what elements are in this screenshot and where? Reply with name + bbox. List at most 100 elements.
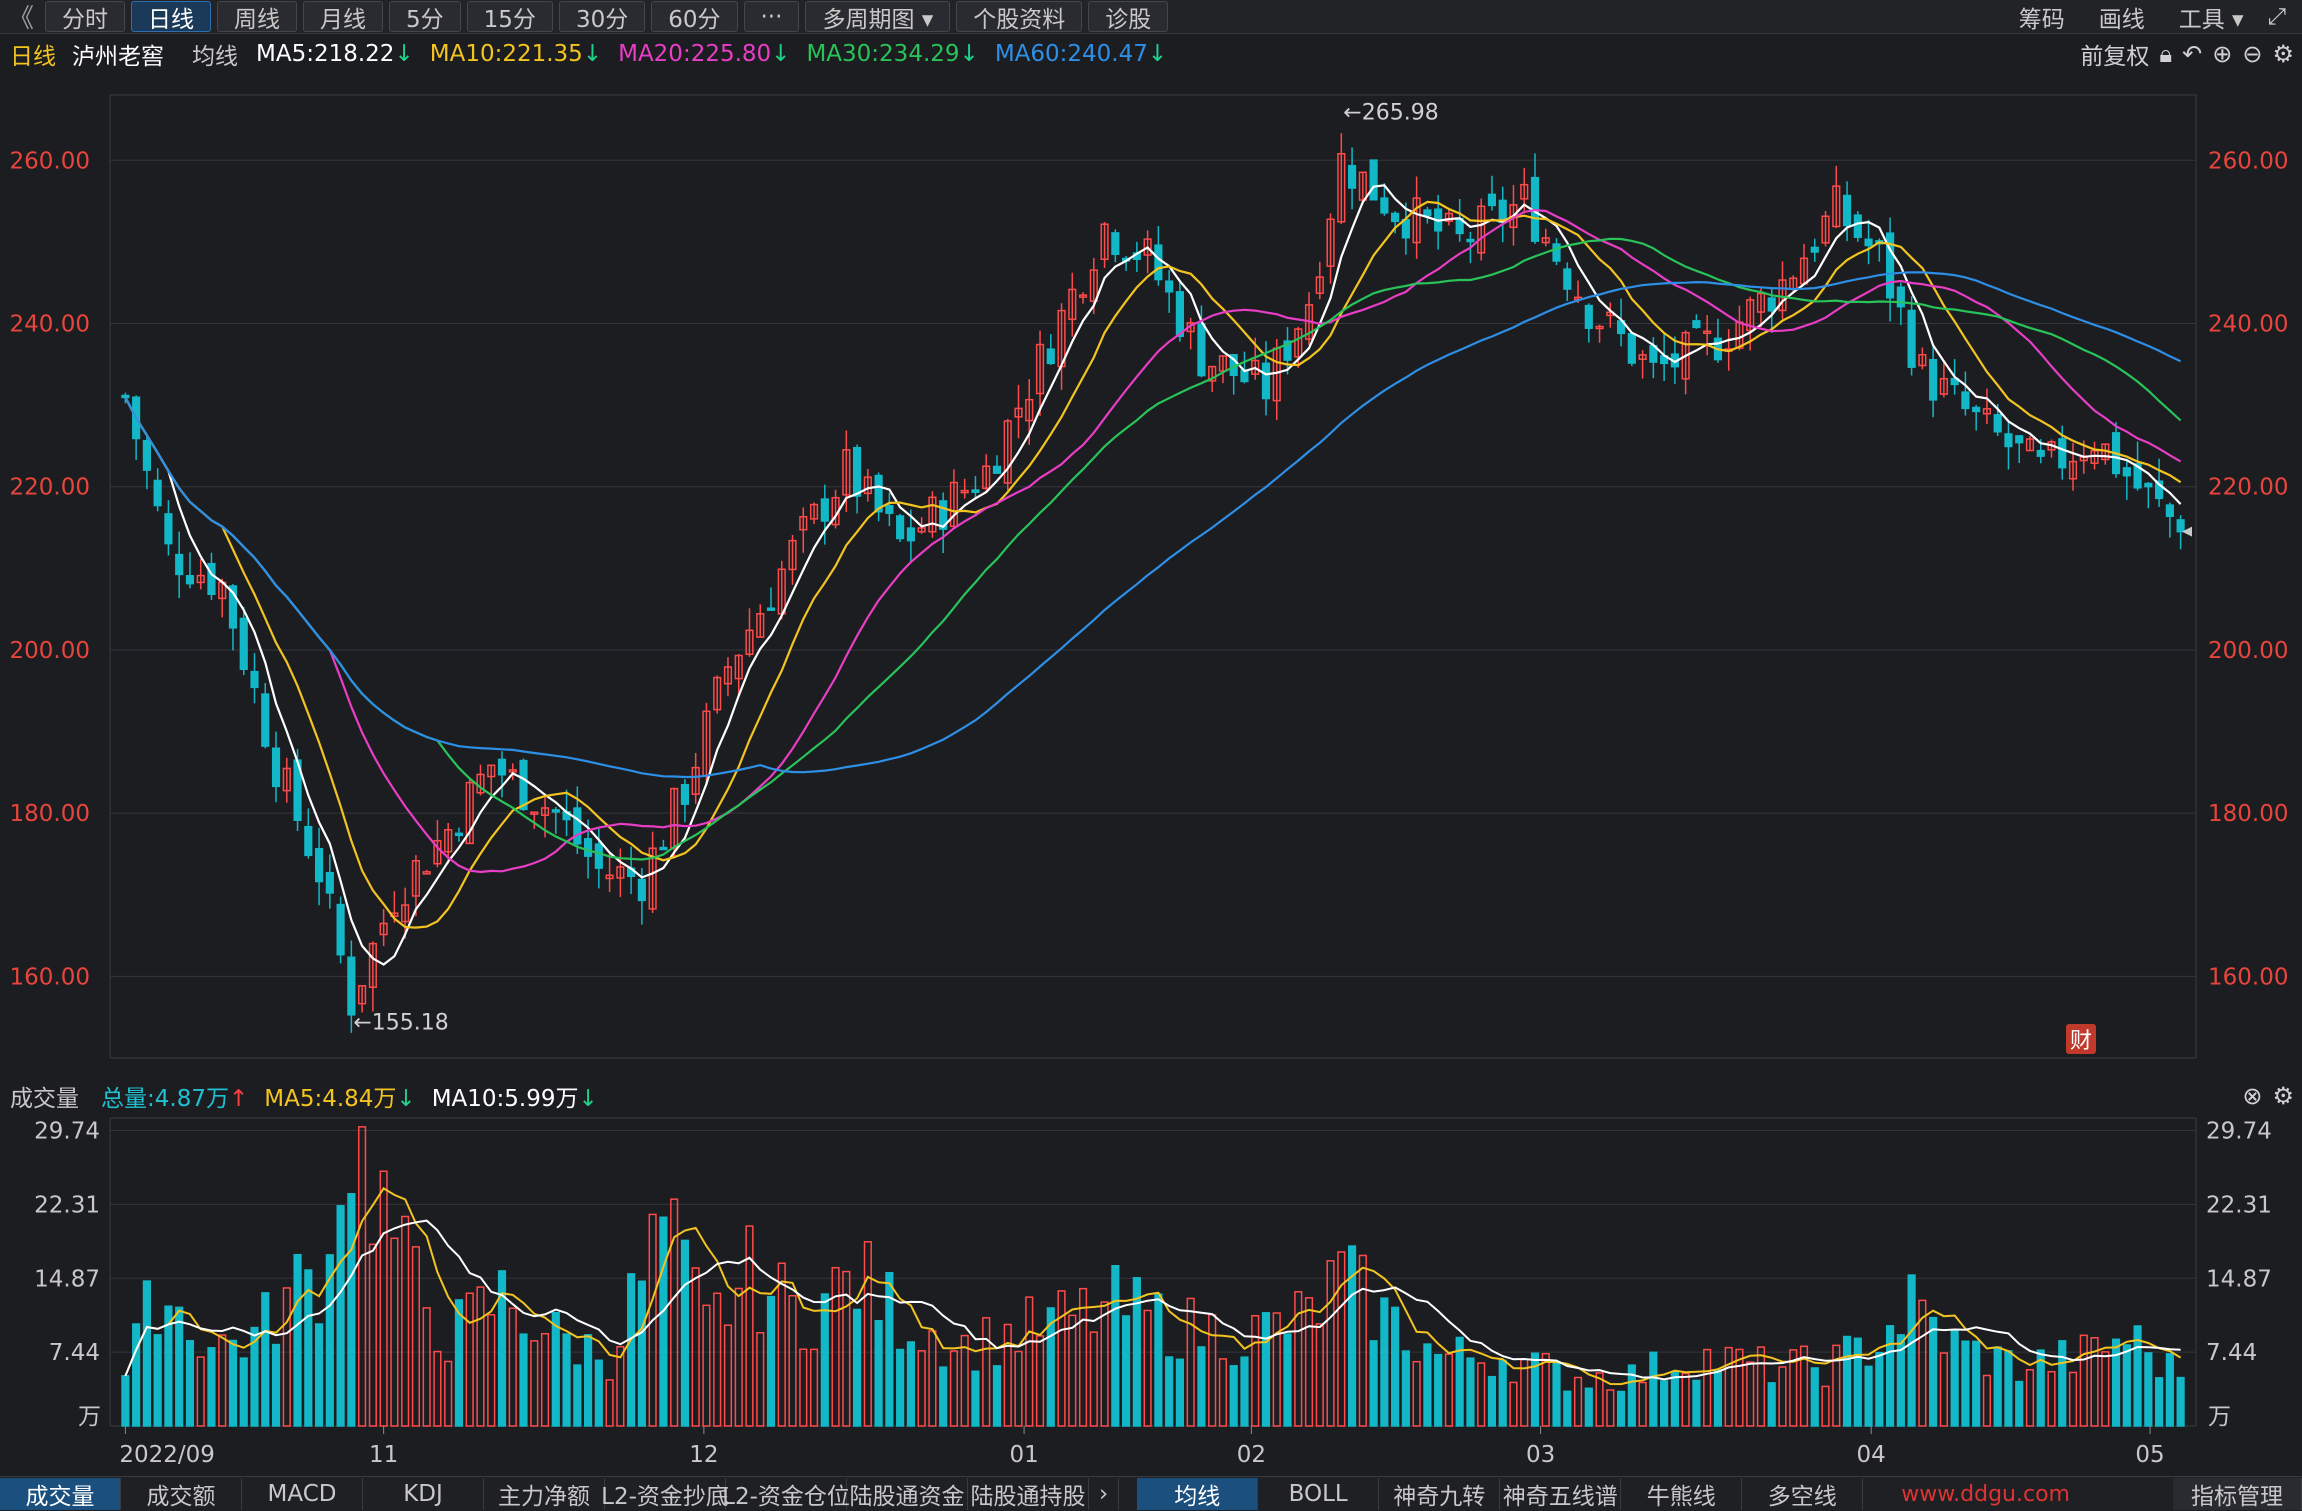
volume-bar-down <box>1961 1340 1970 1427</box>
volume-bar-up <box>2101 1351 2110 1427</box>
candle-up <box>616 866 625 879</box>
volume-bar-down <box>1907 1274 1916 1427</box>
candle-down <box>1627 333 1636 364</box>
candle-up <box>530 811 539 815</box>
volume-bar-down <box>2133 1325 2142 1427</box>
volume-tick-right: 29.74 <box>2206 1119 2272 1145</box>
period-button-2[interactable]: 周线 <box>217 1 298 33</box>
back-icon[interactable]: 《 <box>8 4 35 34</box>
volume-bar-down <box>1875 1351 1884 1427</box>
volume-bar-up <box>487 1314 496 1427</box>
volume-bar-up <box>1746 1361 1755 1427</box>
diagnose-button[interactable]: 诊股 <box>1088 1 1169 33</box>
multi-period-button[interactable]: 多周期图 ▾ <box>805 1 951 33</box>
volume-bar-down <box>1369 1340 1378 1427</box>
volume-bar-down <box>1627 1364 1636 1427</box>
candle-down <box>1401 219 1410 239</box>
overlay-tab-0[interactable]: 均线 <box>1137 1478 1259 1510</box>
overlay-tab-1[interactable]: BOLL <box>1258 1478 1380 1510</box>
indicator-tab-7[interactable]: 陆股通资金 <box>847 1478 968 1510</box>
candle-down <box>2036 449 2045 457</box>
volume-bar-down <box>153 1334 162 1427</box>
period-button-0[interactable]: 分时 <box>45 1 126 33</box>
period-button-4[interactable]: 5分 <box>389 1 461 33</box>
volume-bar-up <box>1272 1312 1281 1427</box>
volume-bar-down <box>1929 1316 1938 1427</box>
volume-controls: ⊗ ⚙ <box>2232 1082 2294 1110</box>
period-button-3[interactable]: 月线 <box>303 1 384 33</box>
tools-button[interactable]: 工具 ▾ <box>2178 6 2244 33</box>
candle-up <box>734 654 743 680</box>
watermark: www.ddgu.com <box>1901 1481 2070 1507</box>
indicator-tab-6[interactable]: L2-资金仓位 <box>722 1478 850 1510</box>
volume-bar-up <box>1025 1296 1034 1427</box>
volume-bar-up <box>379 1170 388 1427</box>
volume-bar-down <box>1810 1367 1819 1427</box>
volume-bar-down <box>1347 1245 1357 1427</box>
total-volume: 总量:4.87万↑ <box>101 1086 249 1112</box>
zoom-in-icon[interactable]: ⊕ <box>2212 40 2233 68</box>
indicator-tab-4[interactable]: 主力净额 <box>484 1478 605 1510</box>
draw-line-button[interactable]: 画线 <box>2098 6 2145 33</box>
volume-bar-down <box>1046 1307 1055 1427</box>
price-tick-right: 200.00 <box>2208 638 2288 664</box>
overlay-tab-4[interactable]: 牛熊线 <box>1621 1478 1743 1510</box>
volume-bar-down <box>853 1308 862 1427</box>
period-toolbar: 《 分时 日线 周线 月线 5分 15分 30分 60分 ··· 多周期图 ▾ 个股资料 诊股… <box>0 0 2302 34</box>
volume-bar-down <box>293 1253 302 1427</box>
period-button-7[interactable]: 60分 <box>651 1 738 33</box>
more-button[interactable]: ··· <box>743 1 800 32</box>
volume-bar-up <box>1143 1309 1152 1427</box>
overlay-tab-5[interactable]: 多空线 <box>1742 1478 1864 1510</box>
volume-bar-down <box>304 1269 313 1427</box>
volume-bar-down <box>1896 1334 1905 1427</box>
expand-icon[interactable]: ⤢ <box>2267 3 2286 30</box>
close-icon[interactable]: ⊗ <box>2242 1082 2263 1110</box>
stock-info-button[interactable]: 个股资料 <box>956 1 1083 33</box>
indicator-type[interactable]: 均线 <box>192 44 238 70</box>
candle-down <box>239 617 248 671</box>
volume-bar-down <box>2004 1350 2013 1427</box>
overlay-tab-2[interactable]: 神奇九转 <box>1379 1478 1501 1510</box>
candle-down <box>971 489 980 493</box>
volume-tick-right: 14.87 <box>2206 1266 2272 1292</box>
adjust-button[interactable]: 前复权 <box>2080 44 2150 70</box>
settings-icon[interactable]: ⚙ <box>2272 1082 2294 1110</box>
undo-icon[interactable]: ↶ <box>2182 40 2203 68</box>
volume-bar-down <box>992 1365 1002 1427</box>
settings-icon[interactable]: ⚙ <box>2272 40 2294 68</box>
zoom-out-icon[interactable]: ⊖ <box>2242 40 2263 68</box>
indicator-tab-3[interactable]: KDJ <box>363 1478 484 1510</box>
price-tick-left: 200.00 <box>10 638 90 664</box>
period-button-5[interactable]: 15分 <box>466 1 553 33</box>
volume-bar-down <box>1391 1306 1400 1427</box>
volume-bar-down <box>562 1333 571 1427</box>
finance-badge-label: 财 <box>2070 1029 2092 1054</box>
candle-down <box>1347 164 1357 189</box>
candle-down <box>594 843 603 869</box>
candle-up <box>1035 343 1045 395</box>
candle-up <box>1638 354 1647 361</box>
candle-up <box>1337 152 1346 223</box>
volume-bar-up <box>401 1215 410 1427</box>
indicator-tab-8[interactable]: 陆股通持股 <box>968 1478 1089 1510</box>
indicator-manage-button[interactable]: 指标管理 <box>2173 1478 2302 1510</box>
volume-bar-up <box>1982 1374 1992 1427</box>
candle-up <box>540 807 550 816</box>
candle-up <box>1746 299 1755 332</box>
indicator-tab-1[interactable]: 成交额 <box>121 1478 242 1510</box>
candle-down <box>153 479 162 507</box>
chips-button[interactable]: 筹码 <box>2018 6 2065 33</box>
indicator-tab-2[interactable]: MACD <box>242 1478 363 1510</box>
period-button-1[interactable]: 日线 <box>131 1 212 33</box>
lock-icon[interactable]: 🔒︎ <box>2159 40 2173 68</box>
overlay-tab-3[interactable]: 神奇五线谱 <box>1500 1478 1622 1510</box>
tabs-next-icon[interactable]: › <box>1089 1478 1120 1510</box>
volume-bar-down <box>1767 1382 1776 1427</box>
indicator-tab-0[interactable]: 成交量 <box>0 1478 121 1510</box>
volume-bar-up <box>1294 1291 1303 1427</box>
period-button-6[interactable]: 30分 <box>558 1 646 33</box>
candle-down <box>1046 348 1055 365</box>
indicator-tab-5[interactable]: L2-资金抄底 <box>601 1478 729 1510</box>
